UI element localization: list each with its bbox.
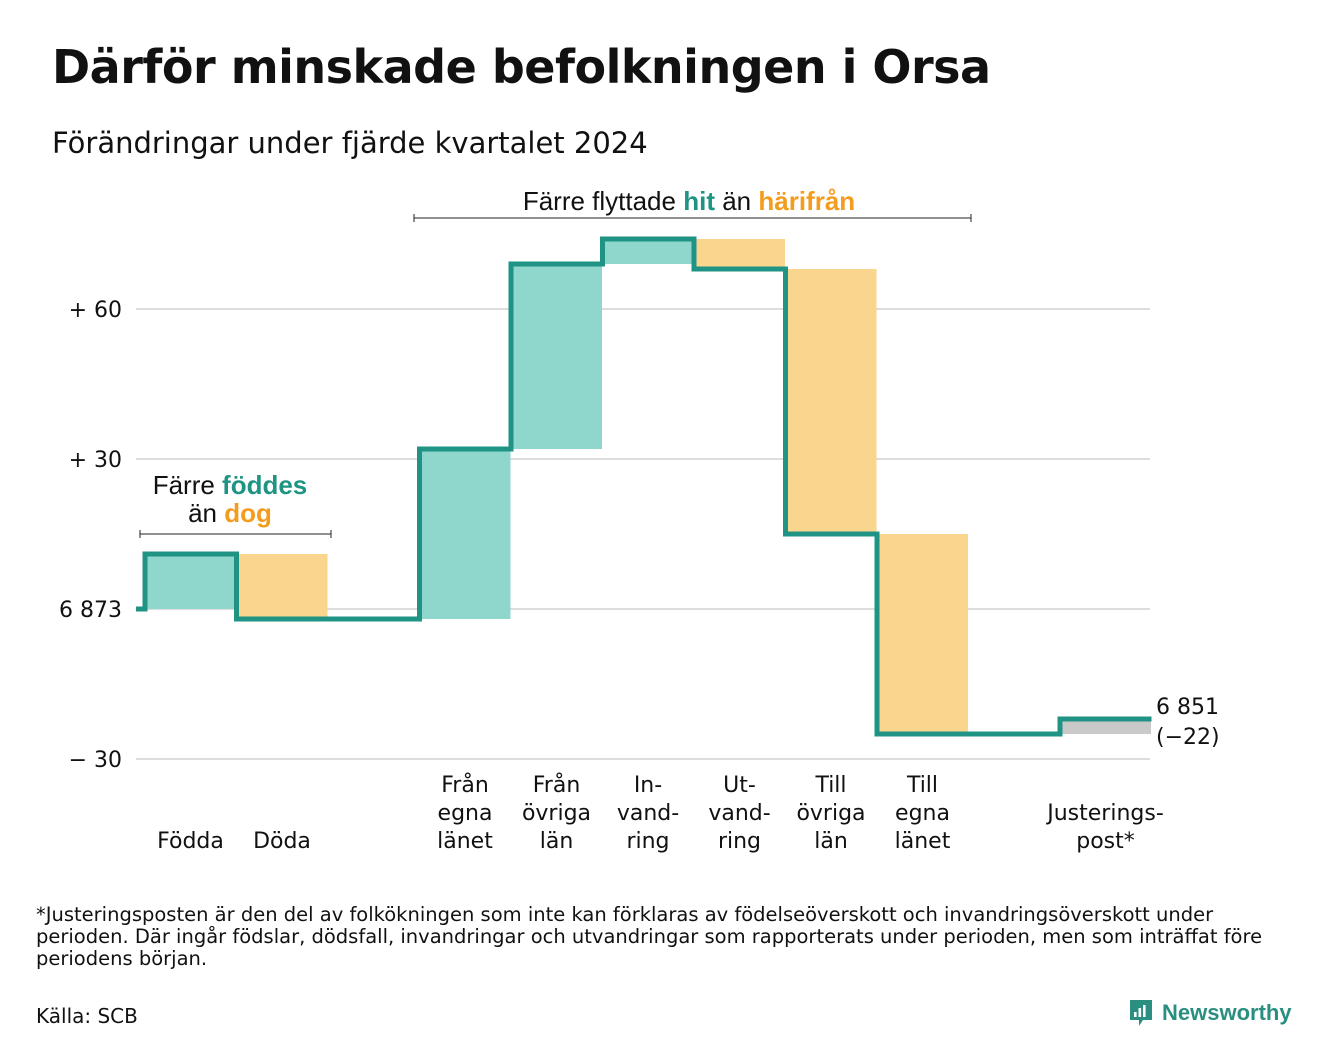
- bar-increase: [419, 449, 511, 619]
- bar-decrease: [236, 554, 328, 619]
- bars: [145, 239, 1151, 734]
- waterfall-chart: + 60 + 30 6 873 − 30 Födda Döda Från egna länet…: [59, 186, 1220, 854]
- brand: Newsworthy: [1128, 998, 1292, 1028]
- footnote: *Justeringsposten är den del av folkökni…: [36, 903, 1263, 970]
- x-category-label: vand-: [617, 801, 679, 826]
- x-category-label: post*: [1076, 829, 1135, 854]
- step-line: [136, 236, 1152, 737]
- grid-lines: [136, 308, 1150, 760]
- births-annotation-line2: än dog: [188, 498, 272, 528]
- x-category-label: Från: [441, 772, 489, 798]
- bar-increase: [602, 239, 694, 264]
- brand-name: Newsworthy: [1162, 1000, 1292, 1025]
- x-category-label: Från: [533, 772, 581, 798]
- x-category-label: Födda: [157, 829, 224, 854]
- bar-decrease: [785, 269, 877, 534]
- x-category-label: Döda: [253, 829, 311, 854]
- y-tick-label: + 30: [69, 448, 122, 473]
- end-value-label: 6 851: [1156, 695, 1219, 720]
- migration-annotation: Färre flyttade hit än härifrån: [413, 186, 972, 222]
- waterfall-step-line: [136, 236, 1152, 737]
- x-category-label: egna: [895, 801, 950, 826]
- births-annotation: Färre föddes än dog: [139, 470, 332, 538]
- x-category-label: vand-: [708, 801, 770, 826]
- x-category-label: In-: [634, 773, 662, 798]
- chart-title: Därför minskade befolkningen i Orsa: [52, 40, 991, 94]
- bar-adjustment: [1060, 719, 1151, 734]
- y-tick-label: − 30: [69, 748, 122, 773]
- y-tick-label: 6 873: [59, 598, 122, 623]
- newsworthy-logo-icon: [1130, 1000, 1152, 1026]
- x-category-label: Till: [814, 773, 846, 798]
- x-category-label: Justerings-: [1045, 801, 1164, 826]
- x-category-label: Ut-: [723, 773, 756, 798]
- x-category-label: övriga: [522, 801, 591, 826]
- x-category-label: län: [814, 829, 848, 854]
- migration-annotation-text: Färre flyttade hit än härifrån: [523, 186, 855, 216]
- bar-increase: [511, 264, 602, 449]
- x-category-labels: Födda Döda Från egna länet Från övriga län In-va…: [157, 772, 1164, 854]
- bar-increase: [145, 554, 236, 609]
- source-label: Källa: SCB: [36, 1004, 138, 1028]
- x-category-label: ring: [718, 829, 761, 854]
- x-category-label: egna: [438, 801, 493, 826]
- end-change-label: (−22): [1156, 725, 1220, 750]
- x-category-label: län: [540, 829, 574, 854]
- x-category-label: länet: [437, 829, 493, 854]
- x-category-label: Till: [906, 773, 938, 798]
- x-category-label: länet: [895, 829, 951, 854]
- births-annotation-line1: Färre föddes: [153, 470, 308, 500]
- chart-subtitle: Förändringar under fjärde kvartalet 2024: [52, 126, 648, 160]
- bar-decrease: [694, 239, 785, 269]
- x-category-label: övriga: [796, 801, 865, 826]
- bar-decrease: [877, 534, 968, 734]
- x-category-label: ring: [626, 829, 669, 854]
- y-tick-labels: + 60 + 30 6 873 − 30: [59, 298, 122, 773]
- y-tick-label: + 60: [69, 298, 122, 323]
